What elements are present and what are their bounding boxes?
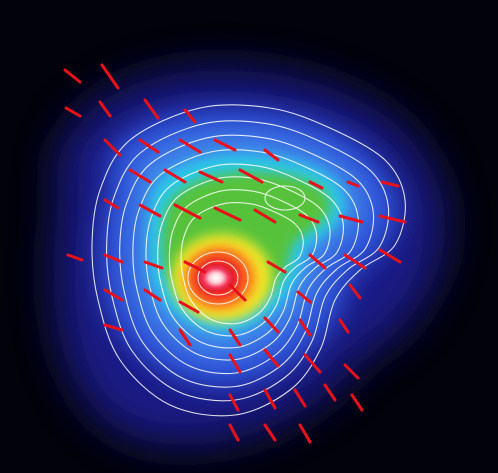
polarization-vector (343, 253, 367, 270)
contour-line (180, 201, 304, 325)
polarization-vector (138, 138, 160, 154)
polarization-vector (228, 353, 242, 374)
polarization-vector (213, 206, 242, 222)
polarization-vector (228, 393, 240, 412)
polarization-vector (303, 353, 322, 374)
polarization-vector (103, 138, 122, 157)
polarization-vector (228, 283, 247, 302)
emission-layers (53, 70, 446, 446)
polarization-vector (198, 170, 224, 184)
polarization-vector (378, 214, 407, 224)
contour-lines (91, 104, 406, 417)
polarization-vector (100, 63, 120, 90)
polarization-vector (213, 138, 237, 152)
polarization-vector (308, 180, 324, 190)
polarization-vector (178, 138, 202, 154)
contour-line (197, 260, 239, 296)
contour-line (119, 134, 375, 388)
polarization-vector (298, 423, 312, 444)
polarization-vector (103, 288, 124, 302)
polarization-vector (143, 288, 162, 302)
polarization-vector (173, 203, 202, 220)
polarization-vector (178, 300, 200, 314)
polarization-vector (228, 328, 242, 347)
polarization-vector (63, 68, 82, 84)
polarization-vector (263, 348, 280, 368)
polarization-vector (64, 106, 82, 118)
polarization-vector (228, 423, 240, 442)
polarization-vector (266, 260, 287, 274)
polarization-vector (128, 168, 152, 184)
polarization-vector (143, 260, 164, 270)
polarization-vector (298, 318, 312, 337)
polarization-vector (350, 393, 364, 412)
polarization-vector (378, 248, 402, 264)
contour-line (132, 149, 360, 375)
contour-line (145, 163, 344, 361)
polarization-vector (263, 388, 277, 410)
polarization-vector (343, 363, 360, 380)
polarization-vector (183, 108, 197, 124)
contour-line (264, 185, 306, 211)
polarization-vector (338, 214, 364, 224)
polarization-vector (346, 180, 360, 188)
polarization-vector (238, 168, 264, 184)
polarization-vector (103, 253, 124, 264)
polarization-vector (308, 253, 327, 270)
polarization-vector (263, 423, 277, 442)
polarization-vector (178, 328, 192, 347)
polarization-vector (103, 198, 120, 210)
polarization-vector (323, 383, 337, 402)
polarization-vector (296, 290, 312, 304)
polarization-vector (298, 213, 320, 224)
polarization-vector (103, 323, 124, 332)
polarization-vector (183, 260, 207, 274)
polarization-vector (338, 318, 350, 334)
core-region (198, 264, 234, 292)
polarization-vector (66, 253, 84, 262)
polarization-vector (98, 100, 112, 118)
polarization-vector (348, 283, 362, 300)
contour-line (187, 251, 249, 305)
contour-line (91, 104, 406, 417)
contour-line (106, 120, 390, 402)
polarization-vector (263, 148, 280, 162)
polarization-vectors (63, 63, 407, 444)
polarization-vector (263, 316, 280, 334)
polarization-vector (163, 168, 187, 184)
polarization-vector (253, 208, 277, 224)
polarization-vector (143, 98, 160, 120)
polarization-vector (380, 180, 400, 188)
polarization-vector (138, 203, 162, 218)
polarization-vector (293, 388, 307, 408)
contour-line (168, 189, 318, 337)
